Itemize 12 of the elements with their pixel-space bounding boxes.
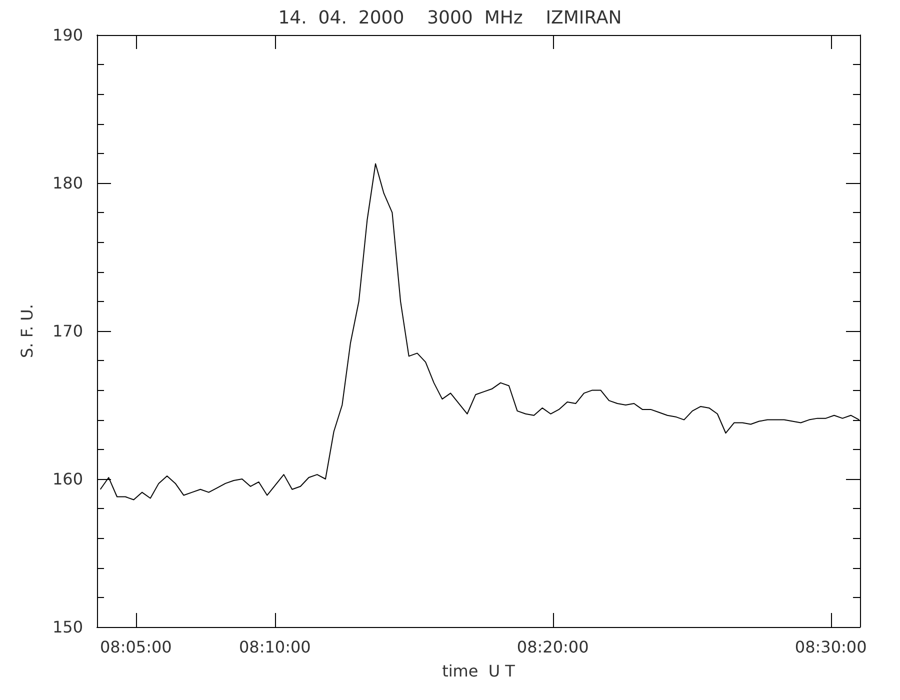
x-tick-label: 08:30:00	[794, 638, 867, 656]
x-tick-label: 08:10:00	[238, 638, 311, 656]
x-tick-label: 08:20:00	[516, 638, 589, 656]
y-axis-title: S. F. U.	[18, 304, 36, 358]
y-tick-label: 190	[52, 26, 83, 44]
y-tick-label: 180	[52, 174, 83, 192]
x-tick-label: 08:05:00	[100, 638, 172, 656]
y-tick-label: 170	[52, 322, 83, 340]
y-tick-label: 160	[52, 470, 83, 488]
x-axis-title: time U T	[442, 662, 516, 680]
y-tick-label: 150	[52, 618, 83, 636]
chart-title: 14. 04. 2000 3000 MHz IZMIRAN	[278, 8, 622, 28]
